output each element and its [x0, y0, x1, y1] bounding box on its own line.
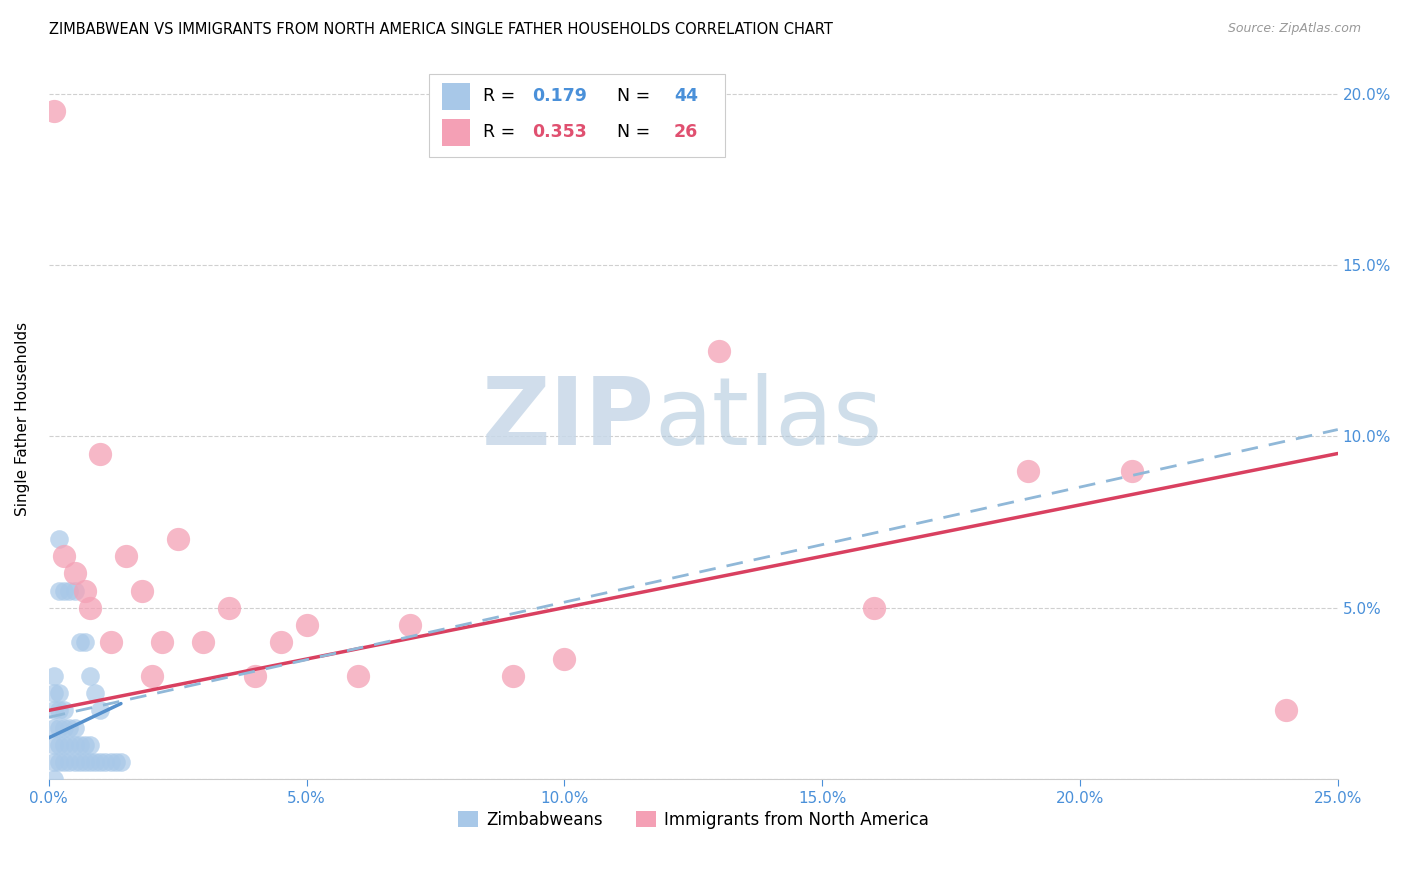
Point: [141, 669, 163, 683]
Point: [166, 532, 188, 546]
Point: [58, 738, 80, 752]
Point: [295, 617, 318, 632]
Point: [89, 446, 111, 460]
Point: [79, 755, 101, 769]
Point: [84, 755, 107, 769]
Point: [42, 738, 65, 752]
Point: [79, 600, 101, 615]
Point: [48, 721, 70, 735]
Point: [104, 755, 127, 769]
Point: [193, 635, 215, 649]
Point: [63, 755, 86, 769]
Point: [53, 721, 76, 735]
Point: [53, 583, 76, 598]
Point: [79, 738, 101, 752]
Point: [150, 635, 173, 649]
Point: [115, 549, 138, 564]
Legend: Zimbabweans, Immigrants from North America: Zimbabweans, Immigrants from North Ameri…: [451, 804, 935, 835]
Point: [53, 703, 76, 717]
Point: [707, 343, 730, 358]
Text: 0.179: 0.179: [531, 87, 588, 105]
Text: N =: N =: [606, 87, 655, 105]
Point: [270, 635, 292, 649]
Y-axis label: Single Father Households: Single Father Households: [15, 322, 30, 516]
Point: [58, 583, 80, 598]
Point: [131, 583, 153, 598]
Text: 0.353: 0.353: [531, 123, 586, 141]
Point: [69, 635, 91, 649]
Point: [243, 669, 266, 683]
Point: [1017, 464, 1039, 478]
Point: [347, 669, 370, 683]
Point: [100, 755, 122, 769]
Point: [48, 703, 70, 717]
Point: [48, 532, 70, 546]
FancyBboxPatch shape: [429, 74, 725, 157]
Text: Source: ZipAtlas.com: Source: ZipAtlas.com: [1227, 22, 1361, 36]
Point: [58, 755, 80, 769]
Point: [73, 635, 96, 649]
Text: ZIP: ZIP: [482, 373, 655, 466]
Point: [89, 755, 111, 769]
Point: [48, 686, 70, 700]
Text: 44: 44: [673, 87, 697, 105]
Point: [42, 772, 65, 786]
Point: [53, 549, 76, 564]
Point: [73, 583, 96, 598]
Bar: [441, 83, 470, 110]
Point: [42, 686, 65, 700]
Point: [63, 738, 86, 752]
Point: [48, 738, 70, 752]
Text: N =: N =: [606, 123, 655, 141]
Point: [53, 755, 76, 769]
Point: [69, 738, 91, 752]
Text: ZIMBABWEAN VS IMMIGRANTS FROM NORTH AMERICA SINGLE FATHER HOUSEHOLDS CORRELATION: ZIMBABWEAN VS IMMIGRANTS FROM NORTH AMER…: [49, 22, 834, 37]
Point: [69, 755, 91, 769]
Point: [862, 600, 884, 615]
Text: R =: R =: [484, 123, 520, 141]
Point: [218, 600, 240, 615]
Text: atlas: atlas: [655, 373, 883, 466]
Text: 26: 26: [673, 123, 699, 141]
Point: [502, 669, 524, 683]
Point: [73, 738, 96, 752]
Point: [42, 755, 65, 769]
Point: [42, 703, 65, 717]
Point: [58, 721, 80, 735]
Point: [42, 721, 65, 735]
Point: [84, 686, 107, 700]
Point: [1275, 703, 1298, 717]
Point: [42, 103, 65, 118]
Point: [110, 755, 132, 769]
Point: [63, 583, 86, 598]
Point: [42, 669, 65, 683]
Text: R =: R =: [484, 87, 520, 105]
Point: [63, 566, 86, 581]
Point: [100, 635, 122, 649]
Point: [79, 669, 101, 683]
Bar: [441, 119, 470, 146]
Point: [48, 583, 70, 598]
Point: [398, 617, 420, 632]
Point: [53, 738, 76, 752]
Point: [63, 721, 86, 735]
Point: [94, 755, 117, 769]
Point: [1121, 464, 1143, 478]
Point: [73, 755, 96, 769]
Point: [89, 703, 111, 717]
Point: [553, 652, 575, 666]
Point: [48, 755, 70, 769]
